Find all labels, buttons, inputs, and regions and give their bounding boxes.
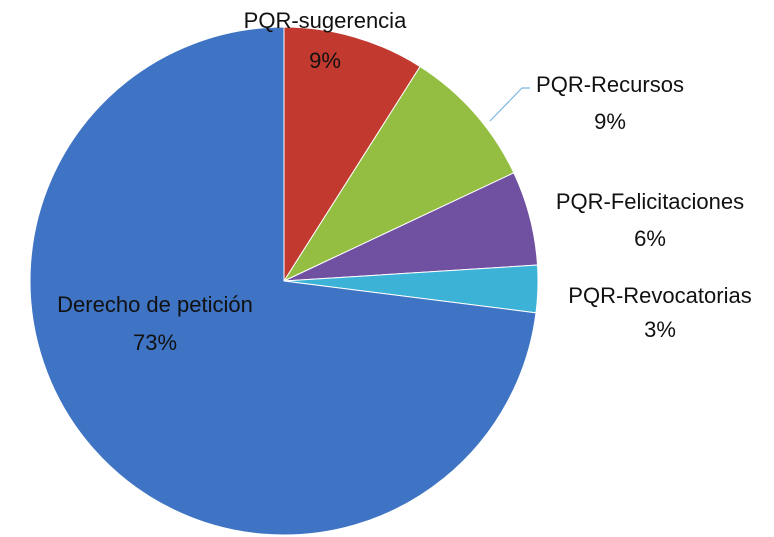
slice-label: PQR-Felicitaciones (556, 189, 744, 214)
slice-label: PQR-Recursos (536, 72, 684, 97)
slice-value-label: 73% (133, 330, 177, 355)
slice-value-label: 6% (634, 226, 666, 251)
labels: PQR-sugerencia 9% PQR-Recursos 9% PQR-Felici… (57, 8, 752, 355)
slice-label: PQR-sugerencia (244, 8, 407, 33)
pie-slice (282, 65, 515, 283)
slice-label: Derecho de petición (57, 292, 253, 317)
pie-slice (283, 26, 421, 283)
pie-slice (29, 26, 537, 536)
slices (29, 26, 539, 536)
slice-label: PQR-Revocatorias (568, 283, 751, 308)
leader-line (489, 87, 530, 122)
slice-value-label: 9% (309, 48, 341, 73)
slice-value-label: 9% (594, 109, 626, 134)
slice-value-label: 3% (644, 317, 676, 342)
